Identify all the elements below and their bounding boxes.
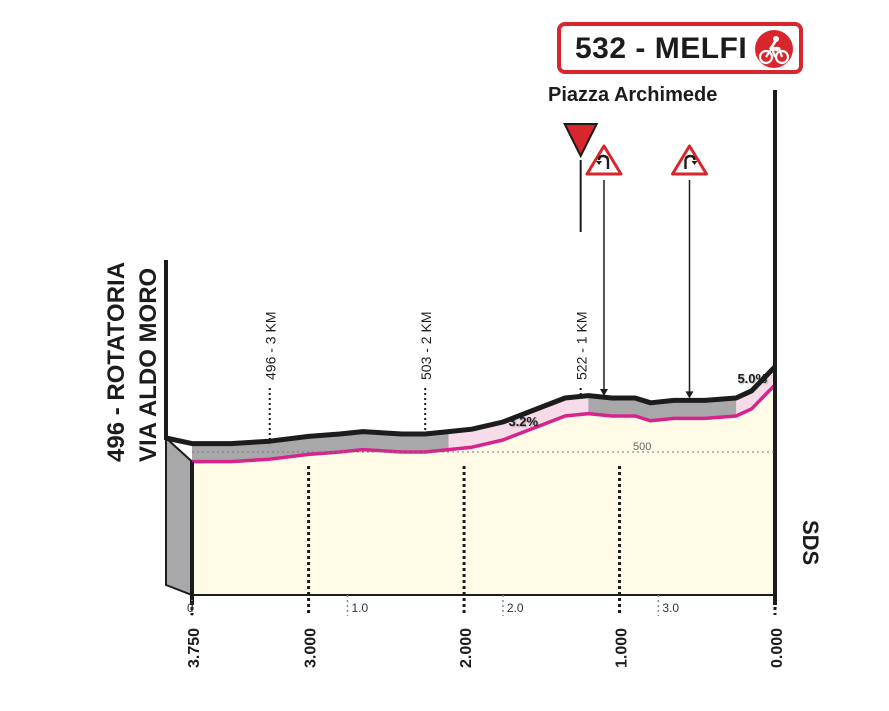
km-marker-label: 503 - 2 KM (418, 312, 434, 380)
climb-section-1 (448, 395, 589, 450)
guide-lines (190, 160, 777, 616)
remaining-label: 3.750 (186, 628, 203, 668)
profile-line (192, 383, 777, 464)
warning-sign-frame (585, 144, 623, 176)
chart-labels: 500 0 1.0 2.0 3.0 3.750 3.000 2.000 1.000 0.000 49… (103, 123, 823, 668)
finish-sublabel: Piazza Archimede (548, 84, 718, 106)
sds-label: SDS (798, 520, 823, 565)
curve-arrow (684, 154, 696, 169)
gradient-label: 5.0% (737, 371, 767, 386)
start-label-line2: VIA ALDO MORO (135, 268, 162, 462)
warning-arrow-head (685, 391, 694, 399)
red-triangle-icon (563, 123, 599, 159)
remaining-label: 1.000 (614, 628, 631, 668)
km-marker-label: 522 - 1 KM (574, 312, 590, 380)
finish-label: 532 - MELFI (575, 32, 748, 65)
km-tick-label: 2.0 (507, 601, 524, 615)
terrain-top-edge (165, 365, 777, 447)
warning-sign-frame (670, 144, 708, 176)
start-label-line1: 496 - ROTATORIA (103, 262, 130, 462)
warning-arrow-head (599, 389, 608, 396)
gradient-label: 3.2% (508, 414, 538, 429)
reference-label: 500 (633, 441, 651, 453)
km-tick-label: 1.0 (351, 601, 368, 615)
terrain-side-face (165, 435, 193, 597)
terrain-band (192, 366, 775, 462)
terrain-layer (164, 90, 777, 605)
remaining-label: 0.000 (769, 628, 786, 668)
finish-banner: 532 - MELFI (557, 22, 803, 74)
profile-base-area (192, 384, 775, 595)
km-tick-label: 0 (187, 601, 194, 615)
remaining-label: 2.000 (458, 628, 475, 668)
km-tick-label: 3.0 (662, 601, 679, 615)
curve-arrowhead (691, 161, 698, 165)
curve-arrow (597, 154, 610, 169)
km-marker-label: 496 - 3 KM (263, 312, 279, 380)
cyclist-finish-icon (755, 30, 793, 68)
remaining-label: 3.000 (303, 628, 320, 668)
curve-right-warning-icon (670, 144, 708, 176)
curve-left-warning-icon (585, 144, 623, 176)
curve-arrowhead (595, 161, 602, 165)
